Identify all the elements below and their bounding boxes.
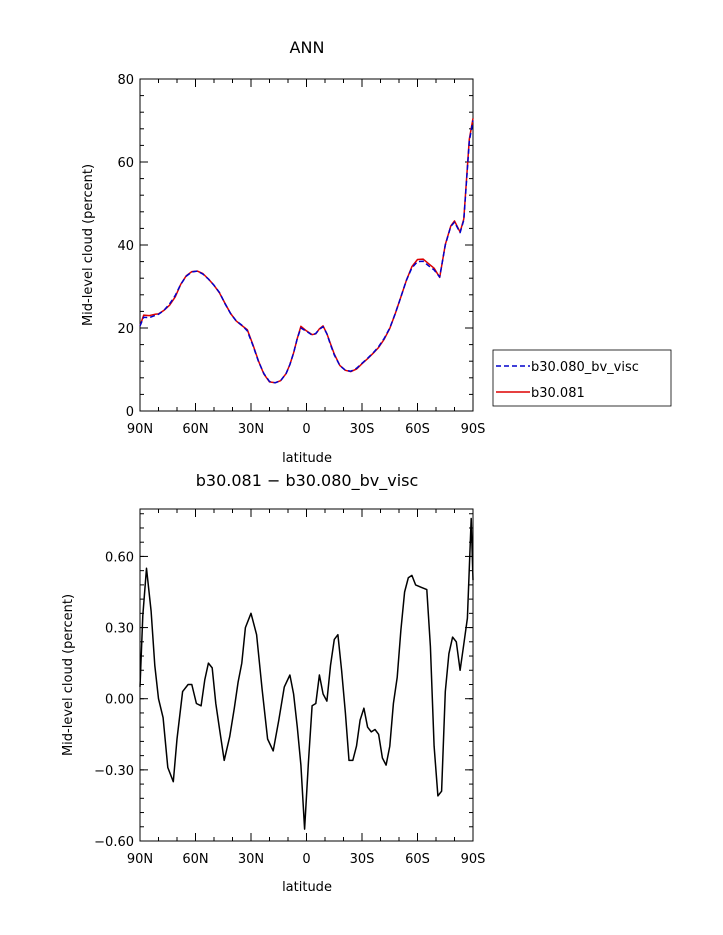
x-tick-label: 0 bbox=[302, 852, 310, 867]
y-tick-label: 0.00 bbox=[105, 693, 134, 708]
legend-box bbox=[492, 349, 672, 407]
y-axis-label: Mid-level cloud (percent) bbox=[81, 164, 96, 326]
x-tick-label: 60S bbox=[405, 852, 430, 867]
x-tick-label: 30N bbox=[238, 852, 264, 867]
y-tick-label: 80 bbox=[117, 73, 134, 88]
x-tick-label: 30S bbox=[350, 852, 375, 867]
x-axis-label: latitude bbox=[282, 451, 332, 466]
x-tick-label: 90S bbox=[461, 852, 486, 867]
legend-label-081: b30.081 bbox=[531, 386, 585, 401]
legend: b30.080_bv_visc b30.081 bbox=[492, 349, 672, 407]
x-tick-label: 30S bbox=[350, 422, 375, 437]
y-tick-label: 60 bbox=[117, 156, 134, 171]
y-tick-label: 0.30 bbox=[105, 622, 134, 637]
y-tick-label: −0.30 bbox=[94, 764, 134, 779]
series-line-0 bbox=[139, 517, 474, 830]
y-tick-label: 20 bbox=[117, 322, 134, 337]
x-tick-label: 30N bbox=[238, 422, 264, 437]
mean-cloud-chart: ANN 90N 60N 30N 0 30S 60S 90S 0 20 40 60 80 latitud… bbox=[81, 38, 672, 466]
x-tick-label: 60S bbox=[405, 422, 430, 437]
y-tick-label: 0.60 bbox=[105, 550, 134, 565]
x-tick-label: 90N bbox=[127, 422, 153, 437]
series-lines-diff bbox=[139, 517, 474, 830]
x-tick-label: 0 bbox=[302, 422, 310, 437]
x-tick-label: 60N bbox=[182, 422, 208, 437]
series-line-1 bbox=[139, 118, 474, 384]
chart-title: ANN bbox=[290, 38, 325, 57]
y-tick-label: 0 bbox=[126, 405, 134, 420]
y-tick-label: −0.60 bbox=[94, 835, 134, 850]
x-axis-label-diff: latitude bbox=[282, 880, 332, 895]
difference-chart: b30.081 − b30.080_bv_visc 90N 60N 30N 0 30S 6… bbox=[61, 471, 485, 895]
legend-label-visc: b30.080_bv_visc bbox=[531, 360, 639, 375]
axis-ticks-diff: 90N 60N 30N 0 30S 60S 90S −0.60 −0.30 0.00 0.30 0.6… bbox=[94, 509, 485, 867]
x-tick-label: 90N bbox=[127, 852, 153, 867]
plot-frame bbox=[139, 78, 474, 412]
series-lines bbox=[139, 118, 474, 384]
series-line-0 bbox=[139, 120, 474, 384]
y-axis-label-diff: Mid-level cloud (percent) bbox=[61, 594, 76, 756]
x-tick-label: 90S bbox=[461, 422, 486, 437]
chart-title-diff: b30.081 − b30.080_bv_visc bbox=[196, 471, 419, 491]
y-tick-label: 40 bbox=[117, 239, 134, 254]
axis-ticks: 90N 60N 30N 0 30S 60S 90S 0 20 40 60 80 bbox=[117, 73, 485, 437]
x-tick-label: 60N bbox=[182, 852, 208, 867]
